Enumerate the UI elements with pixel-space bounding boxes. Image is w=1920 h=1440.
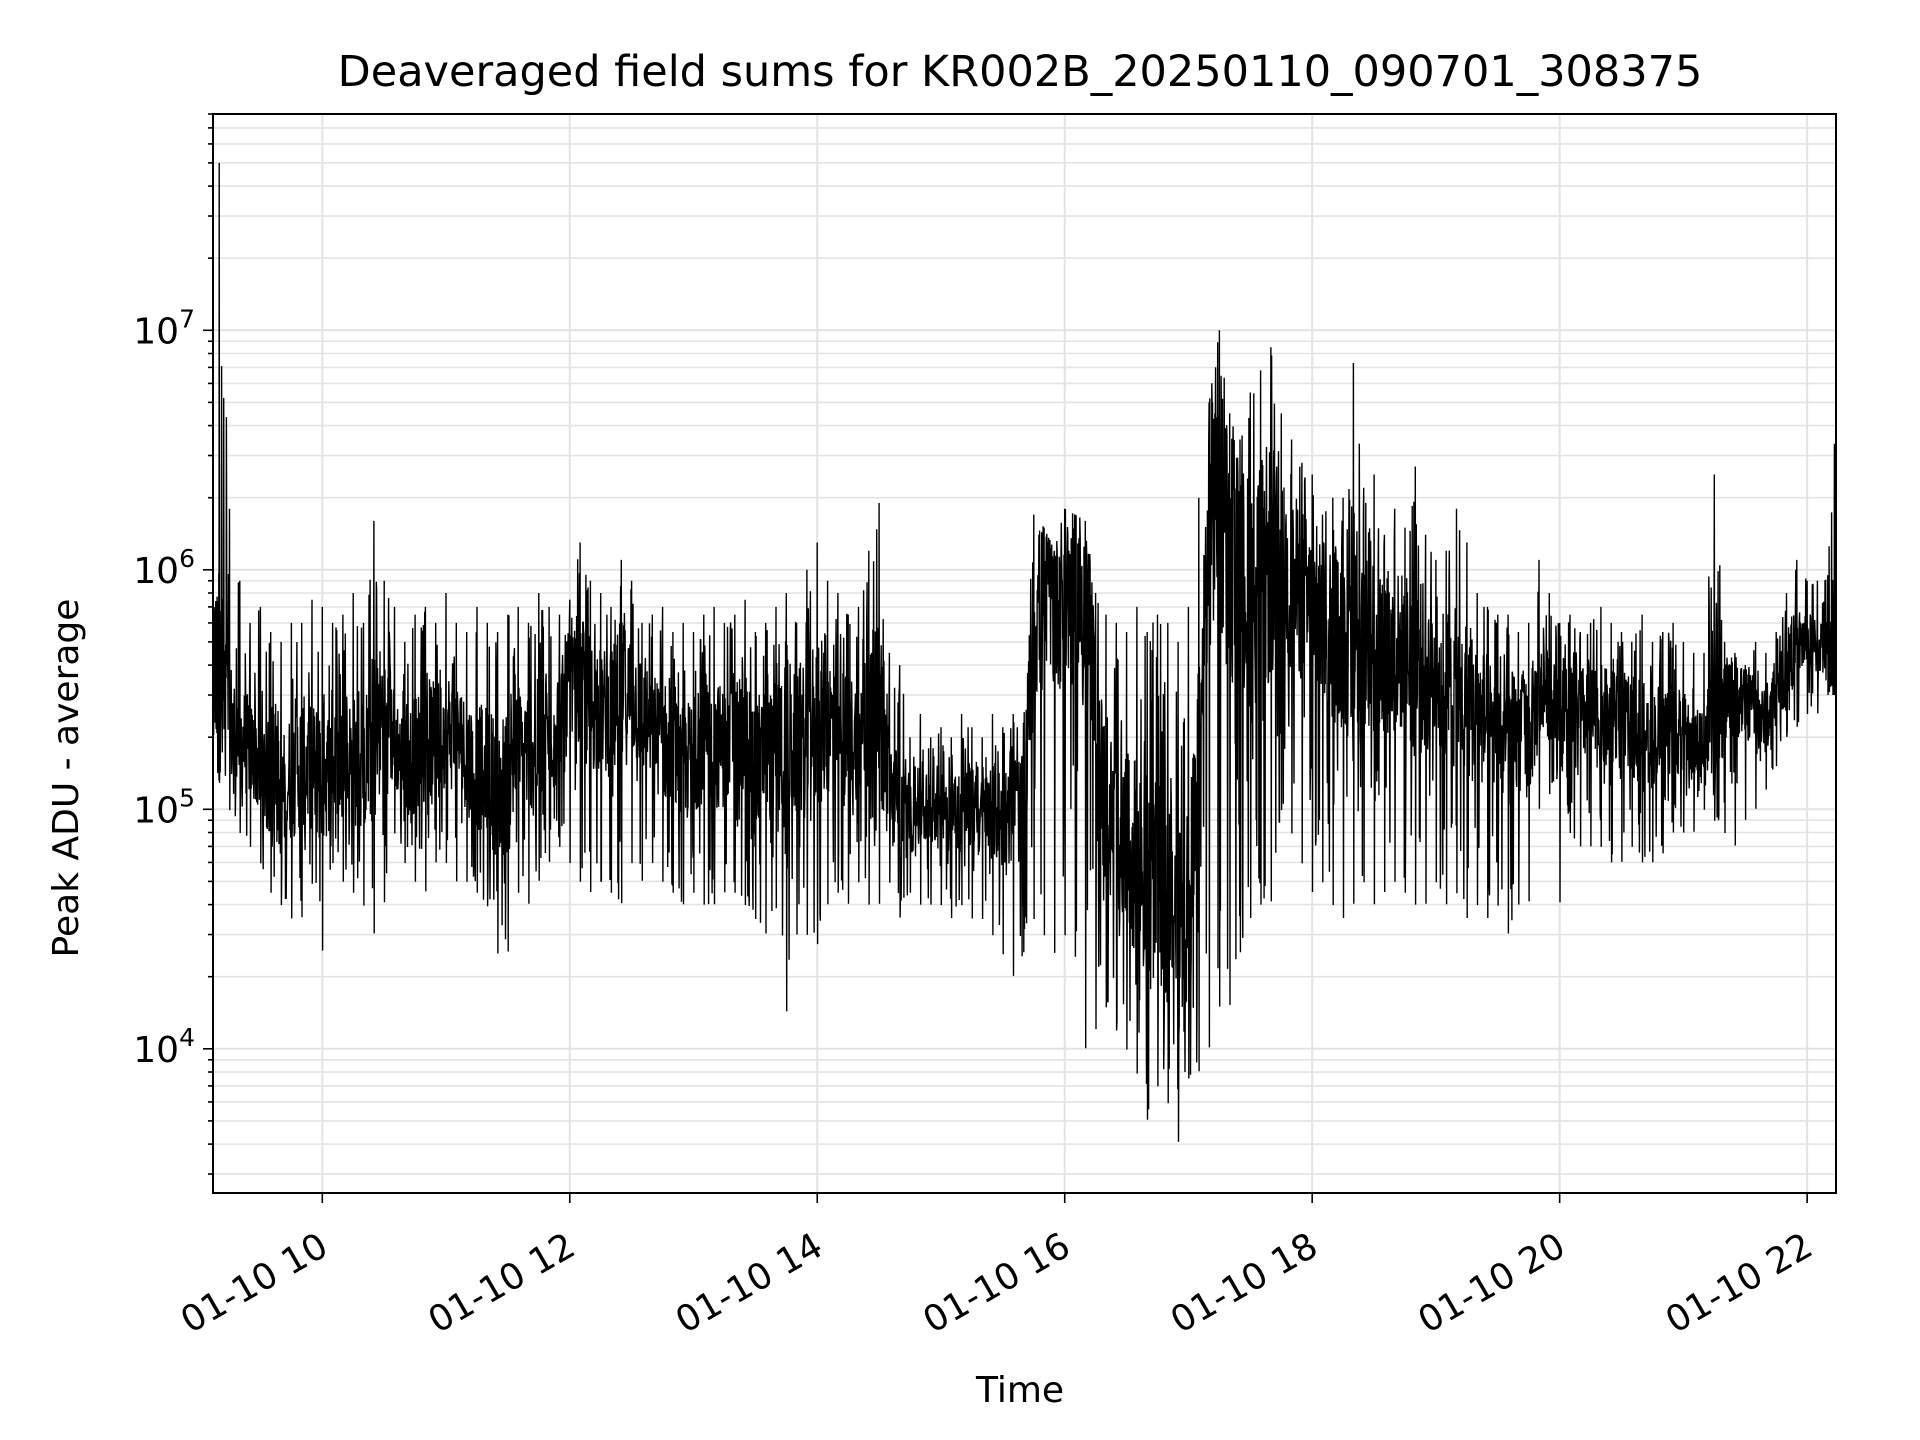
y-tick-exponent: 5 (179, 783, 195, 812)
series-layer (212, 162, 1837, 1142)
chart-title: Deaveraged field sums for KR002B_2025011… (338, 47, 1703, 97)
y-tick-label: 104 (133, 1023, 195, 1071)
x-axis-label: Time (975, 1370, 1064, 1411)
y-axis-label: Peak ADU - average (46, 599, 87, 958)
y-tick-exponent: 6 (179, 544, 195, 573)
series-line (212, 162, 1837, 1142)
y-tick-base: 10 (133, 551, 179, 592)
y-tick-label: 107 (133, 304, 195, 352)
y-tick-label: 106 (133, 544, 195, 592)
y-tick-base: 10 (133, 1030, 179, 1071)
y-tick-base: 10 (133, 790, 179, 831)
y-tick-base: 10 (133, 311, 179, 352)
y-tick-label: 105 (133, 783, 195, 831)
y-tick-exponent: 7 (179, 304, 195, 333)
y-tick-exponent: 4 (179, 1023, 195, 1052)
plot-frame (212, 113, 1837, 1194)
